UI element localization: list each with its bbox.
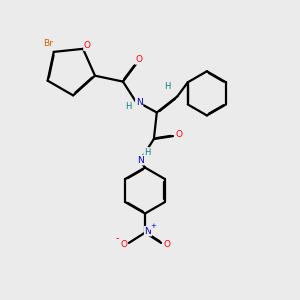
Text: H: H <box>164 82 170 91</box>
Text: N: N <box>145 227 152 236</box>
Text: N: N <box>137 156 144 165</box>
Text: O: O <box>84 41 91 50</box>
Text: -: - <box>116 233 119 244</box>
Text: O: O <box>120 240 127 249</box>
Text: H: H <box>125 102 131 111</box>
Text: O: O <box>163 240 170 249</box>
Text: +: + <box>150 223 156 229</box>
Text: Br: Br <box>43 39 53 48</box>
Text: N: N <box>136 98 142 107</box>
Text: O: O <box>136 55 142 64</box>
Text: O: O <box>176 130 182 139</box>
Text: H: H <box>144 148 150 157</box>
